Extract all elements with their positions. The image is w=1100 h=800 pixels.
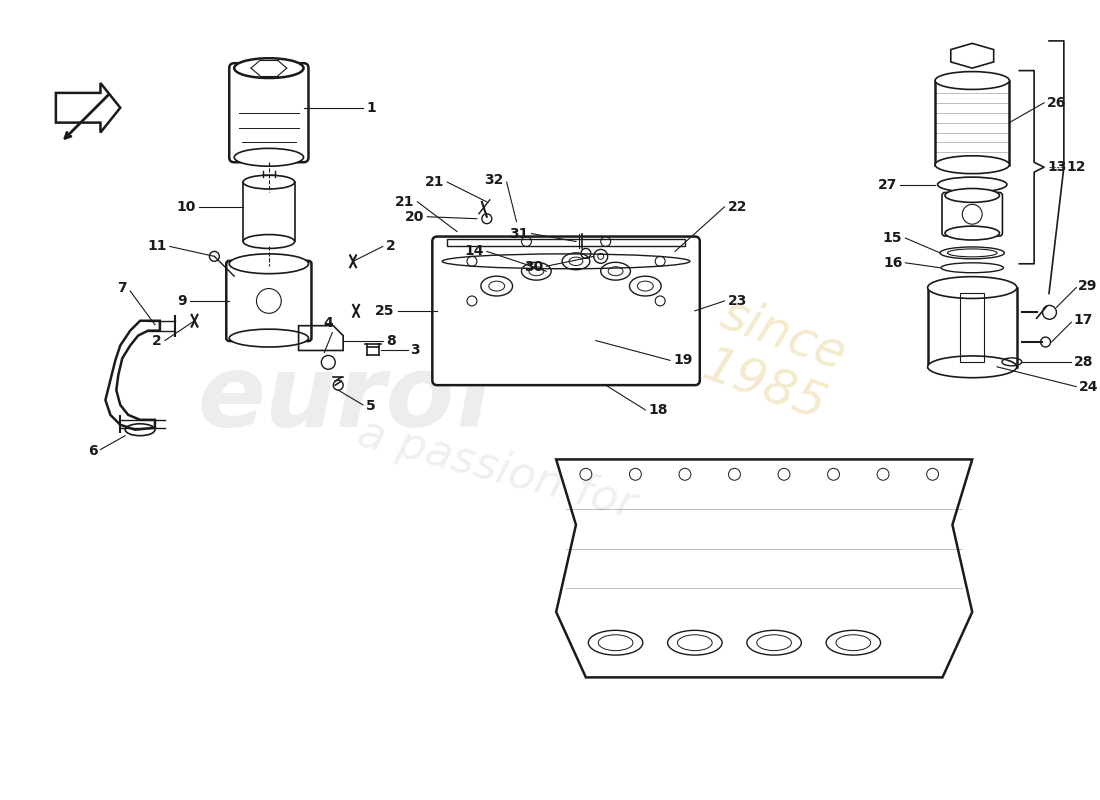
- Text: 17: 17: [1074, 314, 1092, 327]
- Text: 15: 15: [883, 231, 902, 245]
- Text: 16: 16: [883, 256, 902, 270]
- Text: 23: 23: [727, 294, 747, 308]
- Bar: [960, 293, 984, 362]
- Text: 13: 13: [1047, 160, 1066, 174]
- Ellipse shape: [927, 277, 1016, 298]
- Text: 4: 4: [323, 316, 333, 330]
- Text: 6: 6: [88, 443, 98, 458]
- Text: 28: 28: [1075, 355, 1093, 369]
- Text: 12: 12: [1067, 160, 1087, 174]
- Text: 11: 11: [147, 239, 167, 254]
- Text: 24: 24: [1079, 380, 1099, 394]
- Text: 26: 26: [1047, 96, 1066, 110]
- Text: 5: 5: [366, 399, 376, 413]
- Text: 27: 27: [878, 178, 898, 191]
- Text: 20: 20: [405, 210, 425, 224]
- Bar: [243, 182, 295, 242]
- Ellipse shape: [234, 58, 304, 78]
- Text: eurof: eurof: [198, 351, 498, 449]
- Text: 21: 21: [395, 195, 415, 209]
- Ellipse shape: [234, 148, 304, 166]
- Text: 14: 14: [464, 245, 484, 258]
- Text: 21: 21: [425, 175, 444, 189]
- Text: 30: 30: [524, 260, 543, 274]
- Text: 2: 2: [386, 239, 396, 254]
- Text: 29: 29: [1078, 278, 1098, 293]
- Text: since
1985: since 1985: [695, 290, 852, 431]
- Text: 8: 8: [386, 334, 396, 347]
- Ellipse shape: [945, 189, 1000, 202]
- Text: 9: 9: [177, 294, 187, 308]
- Ellipse shape: [945, 226, 1000, 240]
- Text: 7: 7: [118, 281, 128, 295]
- Text: 31: 31: [509, 226, 528, 241]
- Ellipse shape: [927, 356, 1016, 378]
- Ellipse shape: [935, 72, 1010, 90]
- Text: 10: 10: [176, 200, 196, 214]
- Text: 18: 18: [648, 403, 668, 417]
- Bar: [927, 287, 1016, 367]
- Ellipse shape: [243, 175, 295, 189]
- Text: 1: 1: [366, 101, 376, 114]
- FancyBboxPatch shape: [227, 261, 311, 341]
- FancyBboxPatch shape: [229, 63, 308, 162]
- Ellipse shape: [243, 234, 295, 249]
- Text: 25: 25: [375, 304, 395, 318]
- Text: 2: 2: [152, 334, 162, 347]
- FancyBboxPatch shape: [942, 193, 1002, 236]
- Text: 32: 32: [484, 173, 504, 187]
- FancyBboxPatch shape: [432, 237, 700, 385]
- Ellipse shape: [229, 329, 308, 347]
- Text: 19: 19: [673, 354, 692, 367]
- Ellipse shape: [229, 254, 308, 274]
- Text: 3: 3: [410, 343, 420, 358]
- Bar: [448, 238, 685, 246]
- Text: a passion for: a passion for: [353, 411, 640, 527]
- Text: 22: 22: [727, 200, 747, 214]
- Ellipse shape: [935, 156, 1010, 174]
- Bar: [935, 81, 1010, 165]
